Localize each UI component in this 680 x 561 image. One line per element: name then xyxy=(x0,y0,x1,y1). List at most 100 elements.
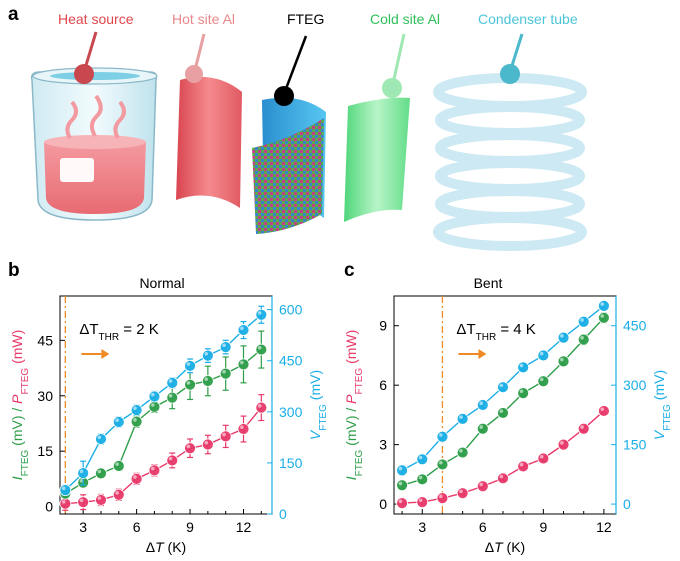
power-point-highlight xyxy=(600,314,605,318)
x-axis-title: ΔT (K) xyxy=(485,539,525,555)
power-point-highlight xyxy=(398,481,403,486)
power-data-point xyxy=(148,400,161,413)
power-point-highlight xyxy=(418,475,423,480)
voltage-point-highlight xyxy=(560,334,564,338)
power-data-point xyxy=(557,355,570,368)
current-point-highlight xyxy=(133,475,137,479)
voltage-point-highlight xyxy=(115,418,119,423)
voltage-data-point xyxy=(255,308,268,321)
power-data-point xyxy=(95,467,107,480)
power-point-highlight xyxy=(580,336,584,340)
power-point-highlight xyxy=(97,469,102,474)
power-point-highlight xyxy=(560,357,564,362)
voltage-point-highlight xyxy=(240,326,244,331)
voltage-point-highlight xyxy=(539,351,544,356)
current-data-point xyxy=(219,430,232,443)
y-tick-label-right: 0 xyxy=(279,506,287,522)
current-data-point xyxy=(237,423,250,435)
x-tick-label: 12 xyxy=(236,519,252,535)
voltage-point-highlight xyxy=(459,415,463,419)
power-data-point xyxy=(416,473,429,486)
current-point-highlight xyxy=(439,494,443,499)
power-data-point xyxy=(537,375,550,388)
power-point-highlight xyxy=(240,360,244,365)
power-series-line xyxy=(64,349,262,495)
power-data-point xyxy=(184,378,196,391)
power-data-point xyxy=(130,415,143,428)
power-point-highlight xyxy=(115,462,119,466)
voltage-data-point xyxy=(219,341,232,353)
condenser-tube-illustration xyxy=(433,33,587,251)
current-point-highlight xyxy=(204,440,209,445)
y-tick-label-left: 3 xyxy=(379,437,387,453)
y-tick-label-right: 450 xyxy=(279,353,303,369)
y-tick-label-right: 300 xyxy=(279,404,303,420)
power-point-highlight xyxy=(186,381,191,385)
power-point-highlight xyxy=(257,345,262,350)
voltage-point-highlight xyxy=(580,318,584,322)
y-tick-label-right: 600 xyxy=(279,302,303,318)
x-axis-title: ΔT (K) xyxy=(146,539,186,555)
current-data-point xyxy=(166,454,179,467)
voltage-data-point xyxy=(95,433,107,445)
current-data-point xyxy=(577,422,590,435)
current-point-highlight xyxy=(418,498,423,503)
threshold-annotation: ΔTTHR = 2 K xyxy=(79,321,158,343)
power-point-highlight xyxy=(79,478,84,483)
y-tick-label-left: 30 xyxy=(37,388,53,404)
current-point-highlight xyxy=(222,432,226,437)
y-tick-label-left: 0 xyxy=(45,499,53,515)
voltage-data-point xyxy=(557,331,570,344)
fteg-label: FTEG xyxy=(287,11,324,27)
y-tick-label-left: 15 xyxy=(37,443,53,459)
hot-site-al-illustration xyxy=(176,33,242,208)
power-data-point xyxy=(456,446,469,459)
voltage-point-highlight xyxy=(133,406,137,411)
power-data-point xyxy=(255,343,268,356)
power-point-highlight xyxy=(204,377,209,381)
y-tick-label-left: 0 xyxy=(379,496,387,512)
power-data-point xyxy=(436,458,449,471)
current-point-highlight xyxy=(560,441,564,445)
voltage-point-highlight xyxy=(519,363,524,368)
voltage-data-point xyxy=(497,381,509,394)
power-point-highlight xyxy=(439,460,443,465)
current-point-highlight xyxy=(539,454,544,459)
power-point-highlight xyxy=(519,389,524,394)
voltage-data-point xyxy=(77,467,90,480)
current-point-highlight xyxy=(257,403,262,408)
power-data-point xyxy=(237,358,250,371)
power-data-point xyxy=(112,460,125,472)
threshold-arrow-head xyxy=(101,349,110,359)
current-point-highlight xyxy=(600,407,605,411)
voltage-data-point xyxy=(436,430,449,443)
current-point-highlight xyxy=(519,462,524,467)
voltage-data-point xyxy=(237,324,250,336)
voltage-data-point xyxy=(148,390,161,403)
current-data-point xyxy=(557,438,570,451)
power-data-point xyxy=(166,391,179,404)
current-data-point xyxy=(456,487,469,500)
current-data-point xyxy=(396,497,408,510)
power-point-highlight xyxy=(539,377,544,382)
hot-site-al-label: Hot site Al xyxy=(172,11,235,27)
current-data-point xyxy=(95,494,107,506)
x-tick-label: 9 xyxy=(186,519,194,535)
y-tick-label-right: 0 xyxy=(623,496,631,512)
voltage-point-highlight xyxy=(61,486,66,491)
current-data-point xyxy=(184,442,196,455)
cold-site-al-label: Cold site Al xyxy=(370,11,440,27)
panel-label-a: a xyxy=(8,4,19,25)
current-point-highlight xyxy=(115,491,119,495)
voltage-data-point xyxy=(166,376,179,389)
current-point-highlight xyxy=(459,489,463,494)
y-tick-label-right: 150 xyxy=(623,437,647,453)
voltage-data-point xyxy=(456,412,469,425)
power-point-highlight xyxy=(133,418,137,422)
current-point-highlight xyxy=(97,496,102,500)
power-point-highlight xyxy=(222,369,226,374)
current-data-point xyxy=(436,492,449,505)
voltage-data-point xyxy=(112,416,125,428)
